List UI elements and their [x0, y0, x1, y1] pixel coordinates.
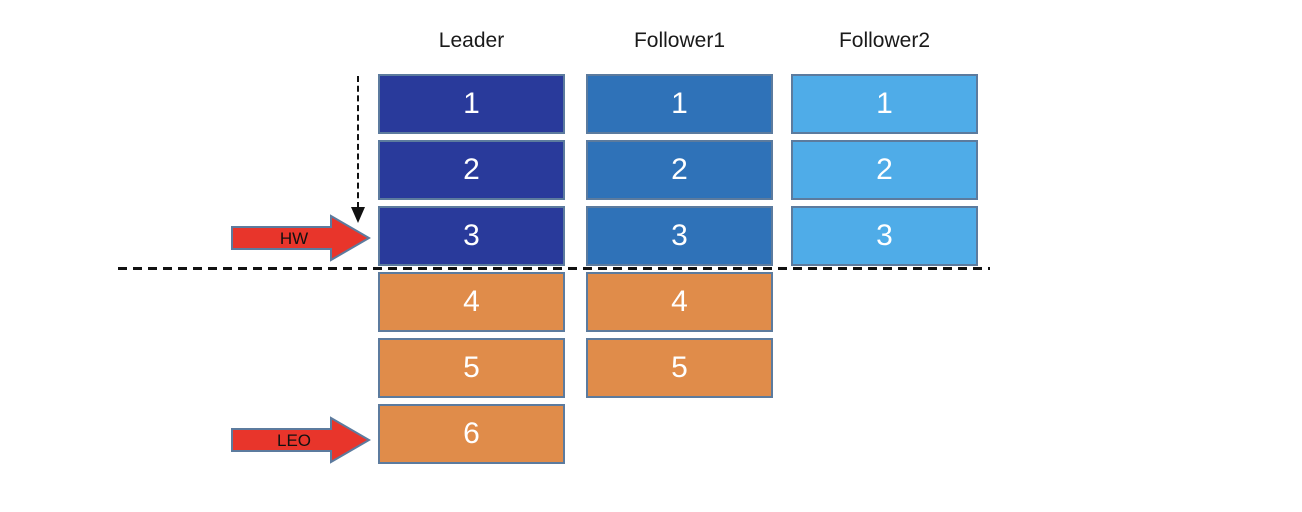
high-watermark-divider-dashed-line: [118, 267, 990, 270]
log-entry-follower1-4: 4: [586, 272, 773, 332]
hw-label: HW: [280, 229, 308, 248]
log-entry-number: 1: [876, 87, 893, 120]
log-entry-number: 1: [463, 87, 480, 120]
log-entry-follower1-5: 5: [586, 338, 773, 398]
log-entry-number: 3: [463, 219, 480, 252]
log-entry-number: 5: [463, 351, 480, 384]
hw-arrow-icon: HW: [231, 214, 371, 262]
log-entry-leader-3: 3: [378, 206, 565, 266]
log-entry-number: 2: [671, 153, 688, 186]
log-entry-leader-2: 2: [378, 140, 565, 200]
log-entry-number: 5: [671, 351, 688, 384]
log-entry-follower2-1: 1: [791, 74, 978, 134]
log-entry-follower1-2: 2: [586, 140, 773, 200]
log-entry-follower1-1: 1: [586, 74, 773, 134]
log-entry-number: 2: [876, 153, 893, 186]
hw-arrow-shape: [231, 214, 371, 262]
hw-pointer-dashed-line: [357, 76, 359, 208]
log-entry-follower1-3: 3: [586, 206, 773, 266]
log-entry-leader-1: 1: [378, 74, 565, 134]
hw-pointer-arrowhead-icon: [351, 207, 365, 223]
log-entry-number: 3: [876, 219, 893, 252]
log-entry-number: 1: [671, 87, 688, 120]
log-entry-leader-4: 4: [378, 272, 565, 332]
log-entry-number: 6: [463, 417, 480, 450]
log-entry-follower2-2: 2: [791, 140, 978, 200]
leo-arrow-icon: LEO: [231, 416, 371, 464]
column-header-follower1: Follower1: [633, 29, 726, 52]
log-entry-number: 2: [463, 153, 480, 186]
log-entry-leader-5: 5: [378, 338, 565, 398]
leo-arrow-shape: [231, 416, 371, 464]
log-entry-number: 4: [671, 285, 688, 318]
log-entry-leader-6: 6: [378, 404, 565, 464]
log-entry-number: 3: [671, 219, 688, 252]
column-header-leader: Leader: [438, 29, 505, 52]
leo-label: LEO: [277, 431, 311, 450]
log-entry-follower2-3: 3: [791, 206, 978, 266]
log-entry-number: 4: [463, 285, 480, 318]
column-header-follower2: Follower2: [838, 29, 931, 52]
